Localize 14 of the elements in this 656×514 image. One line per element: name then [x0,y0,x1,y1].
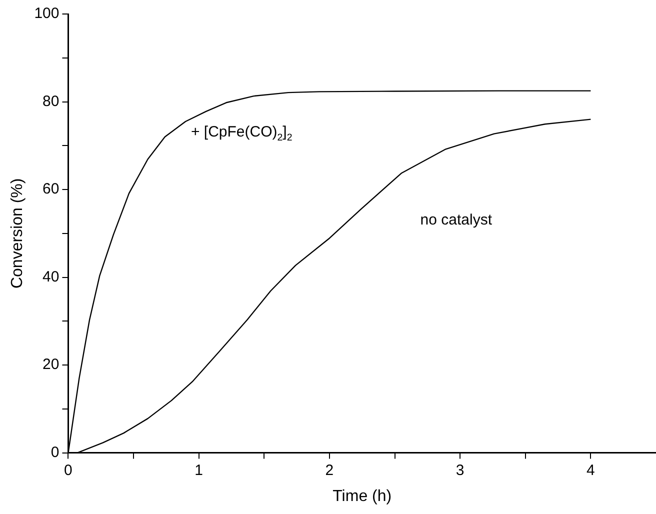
x-tick-label: 2 [325,462,334,479]
x-tick-label: 4 [586,462,595,479]
y-tick-label: 60 [42,180,60,198]
x-axis-title: Time (h) [332,488,392,505]
text: no catalyst [420,211,493,228]
y-tick-label: 0 [50,444,60,461]
y-tick-label: 100 [34,5,60,22]
x-tick-label: 0 [64,462,72,479]
y-tick-label: 80 [42,92,60,110]
y-axis-title: Conversion (%) [9,178,26,289]
x-tick-label: 1 [194,462,204,479]
x-tick-label: 3 [456,462,464,479]
y-tick-label: 20 [42,356,60,374]
y-tick-label: 40 [42,268,60,286]
